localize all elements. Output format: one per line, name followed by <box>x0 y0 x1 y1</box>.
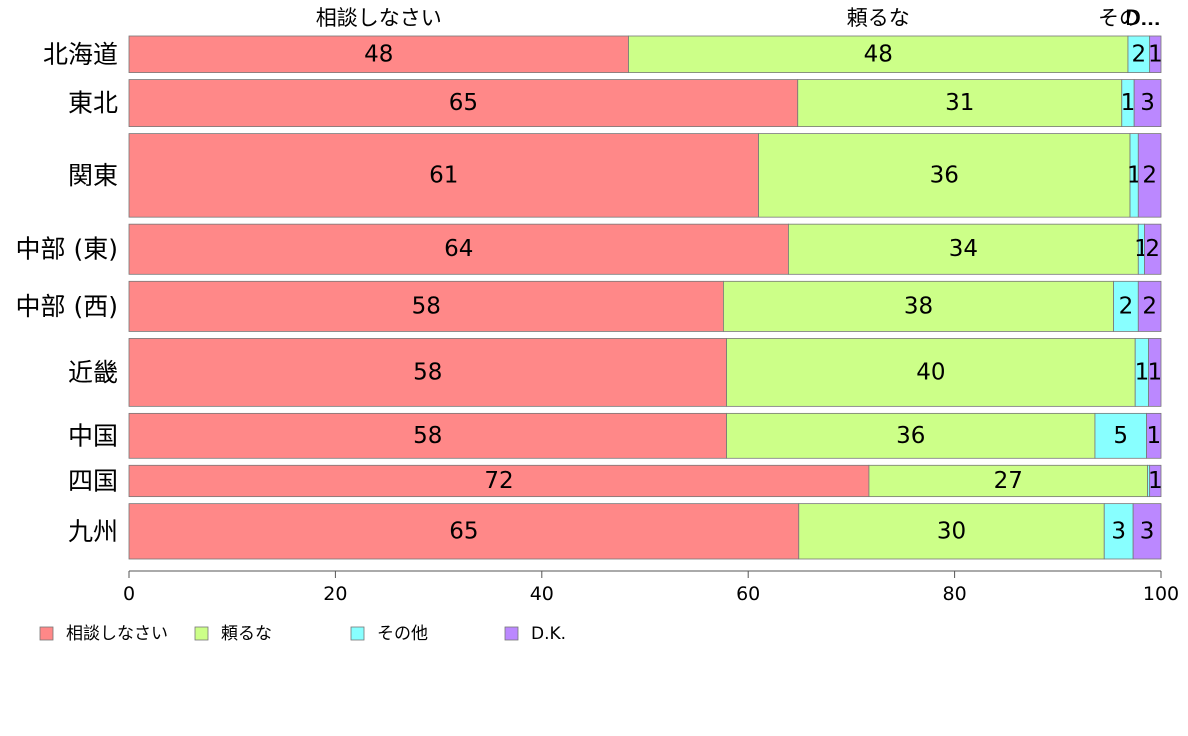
top-labels: 相談しなさい 頼るな その...D... <box>316 6 1161 30</box>
legend-swatch <box>350 626 365 641</box>
legend-swatch <box>39 626 54 641</box>
x-tick-label: 0 <box>123 583 135 605</box>
x-tick-label: 20 <box>323 583 347 605</box>
data-label: 31 <box>945 90 974 116</box>
bar-segment <box>788 223 1139 275</box>
legend-label: 頼るな <box>221 624 272 644</box>
legend: 相談しなさい 頼るな その他 D.K. <box>39 624 566 644</box>
top-label-0: 相談しなさい <box>316 6 442 30</box>
data-label: 1 <box>1146 423 1161 449</box>
data-label: 1 <box>1127 162 1142 188</box>
bar-segment <box>128 223 789 275</box>
bar-segment <box>726 412 1096 459</box>
data-label: 48 <box>864 41 893 67</box>
data-label: 72 <box>484 468 513 494</box>
legend-label: D.K. <box>531 624 566 644</box>
data-label: 58 <box>413 359 442 385</box>
data-label: 2 <box>1119 293 1134 319</box>
data-label: 40 <box>916 359 945 385</box>
legend-swatch <box>194 626 209 641</box>
bar-segment <box>1103 503 1134 560</box>
bar-segment <box>797 79 1123 127</box>
y-label-5: 近畿 <box>68 358 118 387</box>
y-label-0: 北海道 <box>43 40 118 69</box>
bar-segment <box>1149 464 1162 498</box>
bar-segment <box>1137 133 1162 218</box>
legend-label: 相談しなさい <box>66 624 168 644</box>
bar-segment <box>758 133 1131 218</box>
data-label: 3 <box>1140 518 1155 544</box>
bar-segment <box>1149 35 1162 73</box>
data-label: 2 <box>1142 293 1157 319</box>
y-label-7: 四国 <box>68 466 118 495</box>
data-label: 38 <box>904 293 933 319</box>
data-label: 58 <box>413 423 442 449</box>
data-label: 64 <box>444 236 473 262</box>
y-label-2: 関東 <box>68 161 118 190</box>
data-label: 1 <box>1147 359 1162 385</box>
data-label: 2 <box>1131 41 1146 67</box>
legend-swatch <box>504 626 519 641</box>
bar-segment <box>128 503 800 560</box>
legend-label: その他 <box>377 624 428 644</box>
bar-segment <box>798 503 1105 560</box>
data-label: 3 <box>1140 90 1155 116</box>
bar-segment <box>868 464 1148 498</box>
data-label: 58 <box>412 293 441 319</box>
bar-segment <box>1148 338 1162 407</box>
data-label: 36 <box>930 162 959 188</box>
data-label: 61 <box>429 162 458 188</box>
bar-segment <box>1132 503 1162 560</box>
data-label: 34 <box>949 236 978 262</box>
bar-segment <box>128 133 759 218</box>
data-label: 2 <box>1142 162 1157 188</box>
data-label: 65 <box>449 518 478 544</box>
bar-segment <box>1094 412 1147 459</box>
bar-segment <box>628 35 1129 73</box>
x-tick-label: 80 <box>943 583 967 605</box>
bar-segment <box>1133 79 1162 127</box>
bar-segment <box>1137 280 1162 332</box>
bar-segment <box>128 79 799 127</box>
y-label-1: 東北 <box>68 89 118 118</box>
x-tick-label: 100 <box>1143 583 1179 605</box>
data-label: 1 <box>1148 468 1163 494</box>
data-label: 1 <box>1121 90 1136 116</box>
data-label: 5 <box>1113 423 1128 449</box>
x-tick-label: 60 <box>736 583 760 605</box>
y-label-8: 九州 <box>68 517 118 546</box>
data-label: 1 <box>1148 41 1163 67</box>
data-label: 65 <box>449 90 478 116</box>
data-label: 2 <box>1145 236 1160 262</box>
bar-segment <box>128 338 727 407</box>
bar-segment <box>128 412 727 459</box>
data-label: 3 <box>1111 518 1126 544</box>
bar-segment <box>726 338 1136 407</box>
data-label: 30 <box>937 518 966 544</box>
bar-segment <box>128 35 629 73</box>
top-label-3: D... <box>1125 6 1161 30</box>
y-label-4: 中部 (西) <box>16 292 118 321</box>
y-label-3: 中部 (東) <box>16 235 118 264</box>
x-tick-label: 40 <box>530 583 554 605</box>
bar-segment <box>128 464 870 498</box>
bar-segment <box>128 280 724 332</box>
data-label: 27 <box>994 468 1023 494</box>
data-label: 36 <box>896 423 925 449</box>
data-label: 48 <box>364 41 393 67</box>
top-label-1: 頼るな <box>847 6 910 30</box>
top-label-2: その... <box>1098 6 1160 30</box>
y-label-6: 中国 <box>68 421 118 450</box>
x-axis: 0 20 40 60 80 100 <box>123 570 1179 605</box>
data-label: 1 <box>1135 359 1150 385</box>
bar-segment <box>1144 223 1162 275</box>
bar-segment <box>1146 412 1162 459</box>
